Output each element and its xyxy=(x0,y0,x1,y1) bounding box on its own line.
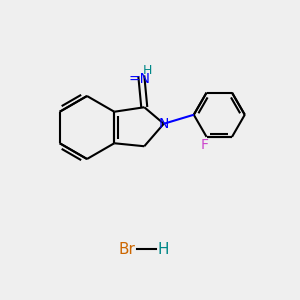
Text: F: F xyxy=(200,138,208,152)
Text: H: H xyxy=(158,242,169,256)
Text: N: N xyxy=(159,117,169,131)
Text: Br: Br xyxy=(118,242,135,256)
Text: H: H xyxy=(143,64,153,77)
Text: =N: =N xyxy=(129,72,151,86)
